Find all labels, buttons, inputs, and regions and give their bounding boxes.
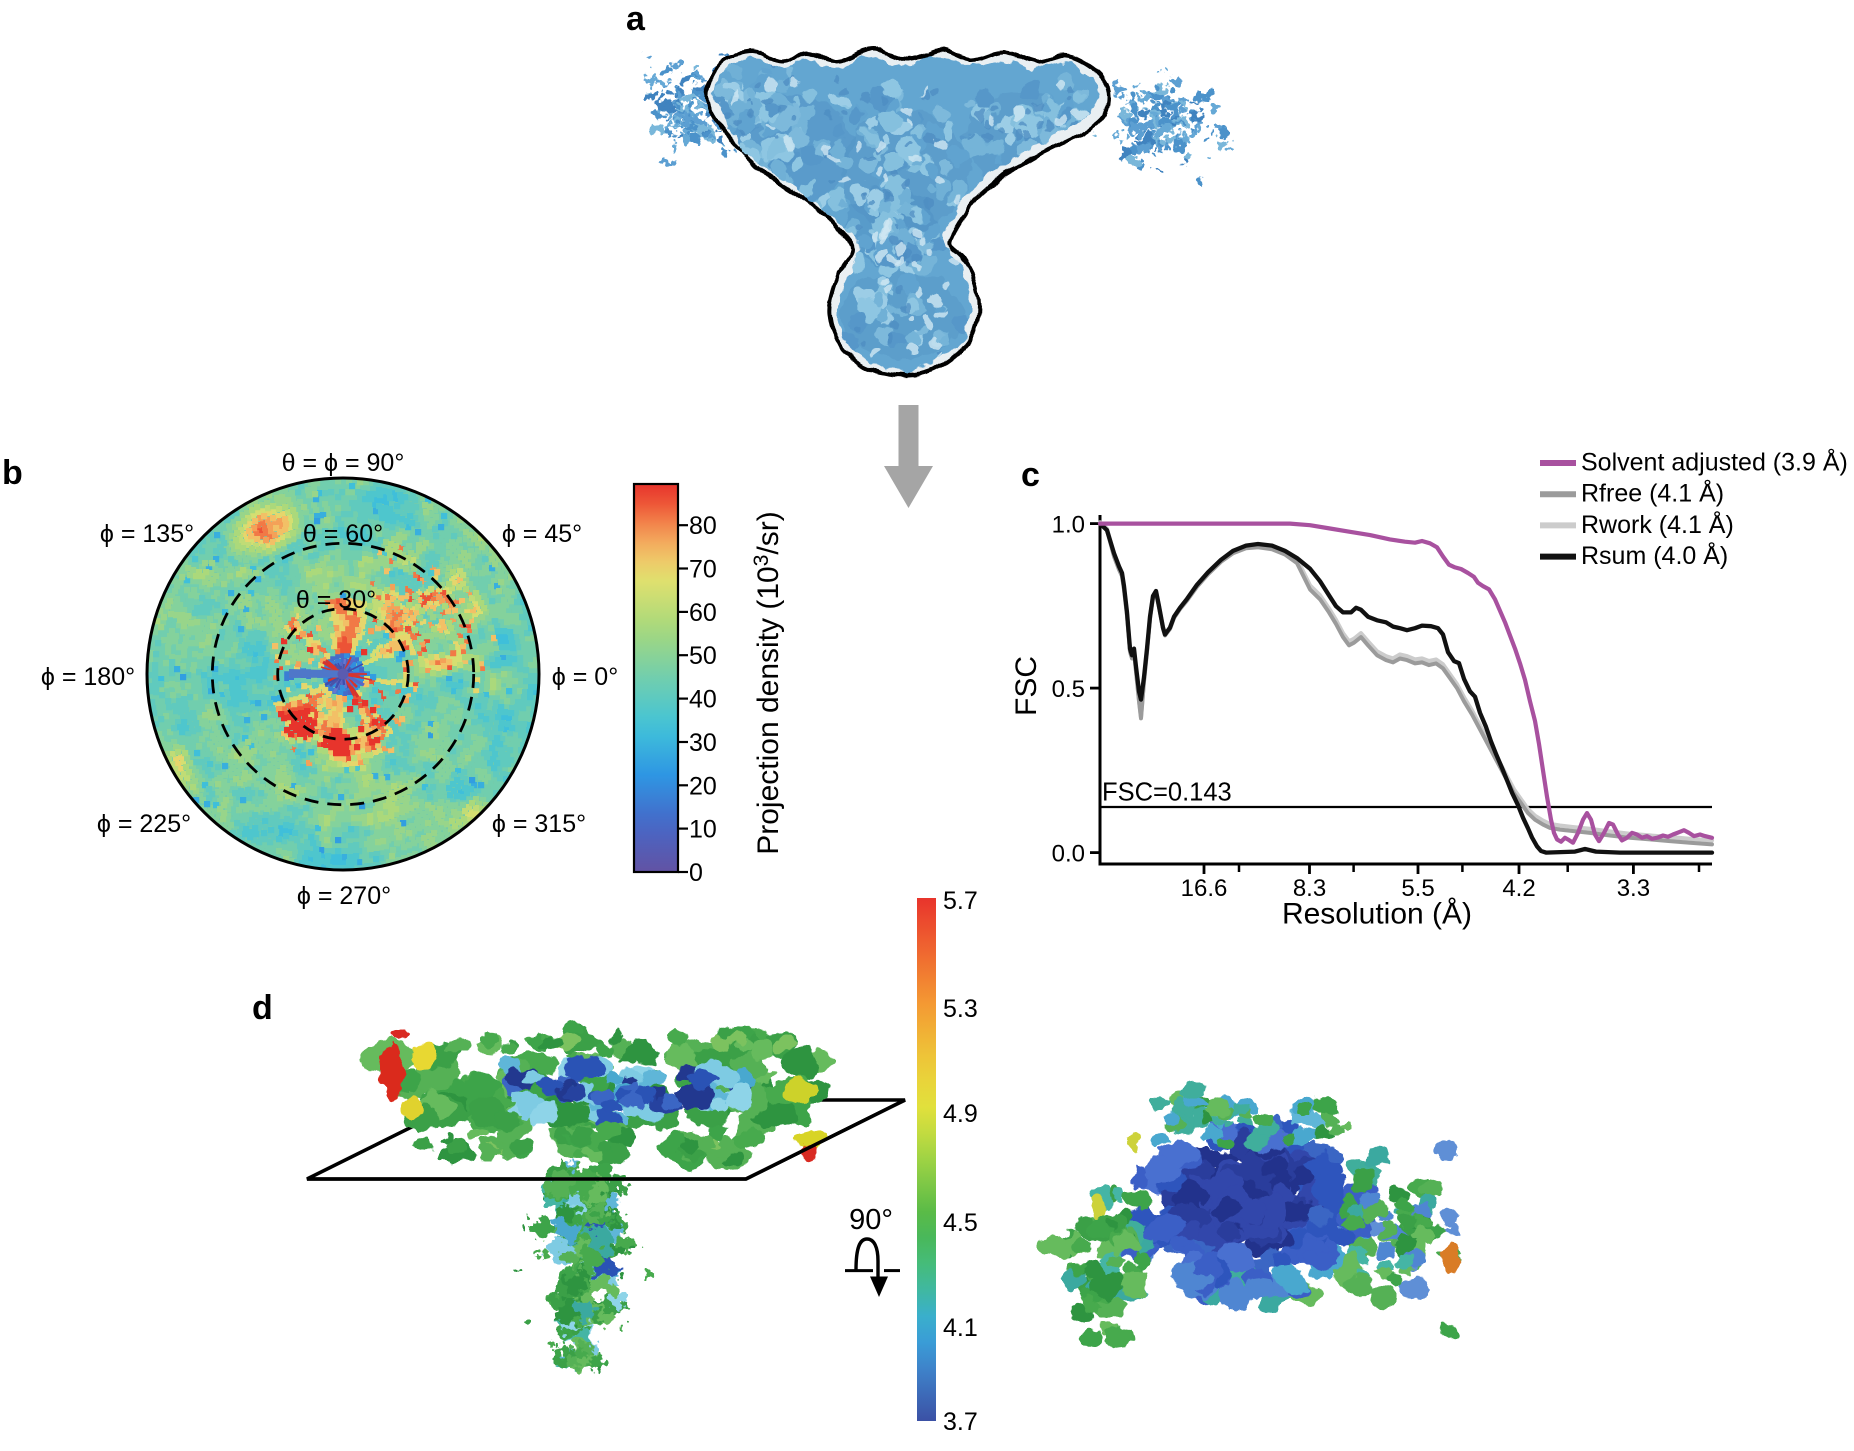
svg-text:Projection density (103/sr): Projection density (103/sr)	[750, 511, 785, 855]
svg-text:30: 30	[689, 729, 717, 757]
svg-text:20: 20	[689, 772, 717, 800]
svg-text:16.6: 16.6	[1181, 875, 1228, 902]
svg-text:0.0: 0.0	[1052, 840, 1085, 867]
svg-text:ϕ = 45°: ϕ = 45°	[502, 520, 582, 548]
svg-text:10: 10	[689, 816, 717, 844]
svg-text:3.7: 3.7	[943, 1408, 978, 1436]
svg-text:5.3: 5.3	[943, 995, 978, 1023]
svg-text:4.2: 4.2	[1502, 875, 1535, 902]
svg-text:60: 60	[689, 599, 717, 627]
svg-text:Rwork (4.1 Å): Rwork (4.1 Å)	[1581, 509, 1734, 539]
svg-text:a: a	[626, 0, 646, 38]
svg-text:c: c	[1021, 456, 1040, 494]
svg-text:3.3: 3.3	[1617, 875, 1650, 902]
svg-text:FSC: FSC	[1010, 656, 1043, 716]
svg-text:4.9: 4.9	[943, 1100, 978, 1128]
svg-text:d: d	[252, 989, 273, 1027]
svg-text:FSC=0.143: FSC=0.143	[1102, 779, 1232, 807]
svg-text:5.7: 5.7	[943, 887, 978, 915]
svg-text:40: 40	[689, 686, 717, 714]
svg-text:4.5: 4.5	[943, 1209, 978, 1237]
svg-text:θ = 60°: θ = 60°	[303, 520, 383, 548]
svg-text:b: b	[2, 454, 23, 492]
svg-text:50: 50	[689, 642, 717, 670]
svg-text:1.0: 1.0	[1052, 511, 1085, 538]
svg-text:θ = ϕ = 90°: θ = ϕ = 90°	[282, 449, 405, 477]
svg-text:ϕ = 180°: ϕ = 180°	[41, 663, 135, 691]
svg-text:5.5: 5.5	[1401, 875, 1434, 902]
svg-text:0: 0	[689, 859, 703, 887]
svg-text:90°: 90°	[849, 1204, 893, 1236]
svg-text:0.5: 0.5	[1052, 676, 1085, 703]
svg-text:ϕ = 315°: ϕ = 315°	[492, 810, 586, 838]
svg-text:Rsum (4.0 Å): Rsum (4.0 Å)	[1581, 540, 1728, 570]
svg-text:Solvent adjusted (3.9 Å): Solvent adjusted (3.9 Å)	[1581, 447, 1848, 477]
svg-text:ϕ = 225°: ϕ = 225°	[97, 810, 191, 838]
svg-text:θ = 30°: θ = 30°	[296, 586, 376, 614]
svg-text:Rfree (4.1 Å): Rfree (4.1 Å)	[1581, 478, 1724, 508]
svg-text:Resolution (Å): Resolution (Å)	[1282, 898, 1472, 931]
svg-text:80: 80	[689, 512, 717, 540]
svg-text:8.3: 8.3	[1293, 875, 1326, 902]
svg-text:ϕ = 0°: ϕ = 0°	[552, 663, 618, 691]
svg-text:ϕ = 135°: ϕ = 135°	[100, 520, 194, 548]
svg-text:ϕ = 270°: ϕ = 270°	[297, 882, 391, 910]
svg-text:70: 70	[689, 556, 717, 584]
svg-text:4.1: 4.1	[943, 1314, 978, 1342]
